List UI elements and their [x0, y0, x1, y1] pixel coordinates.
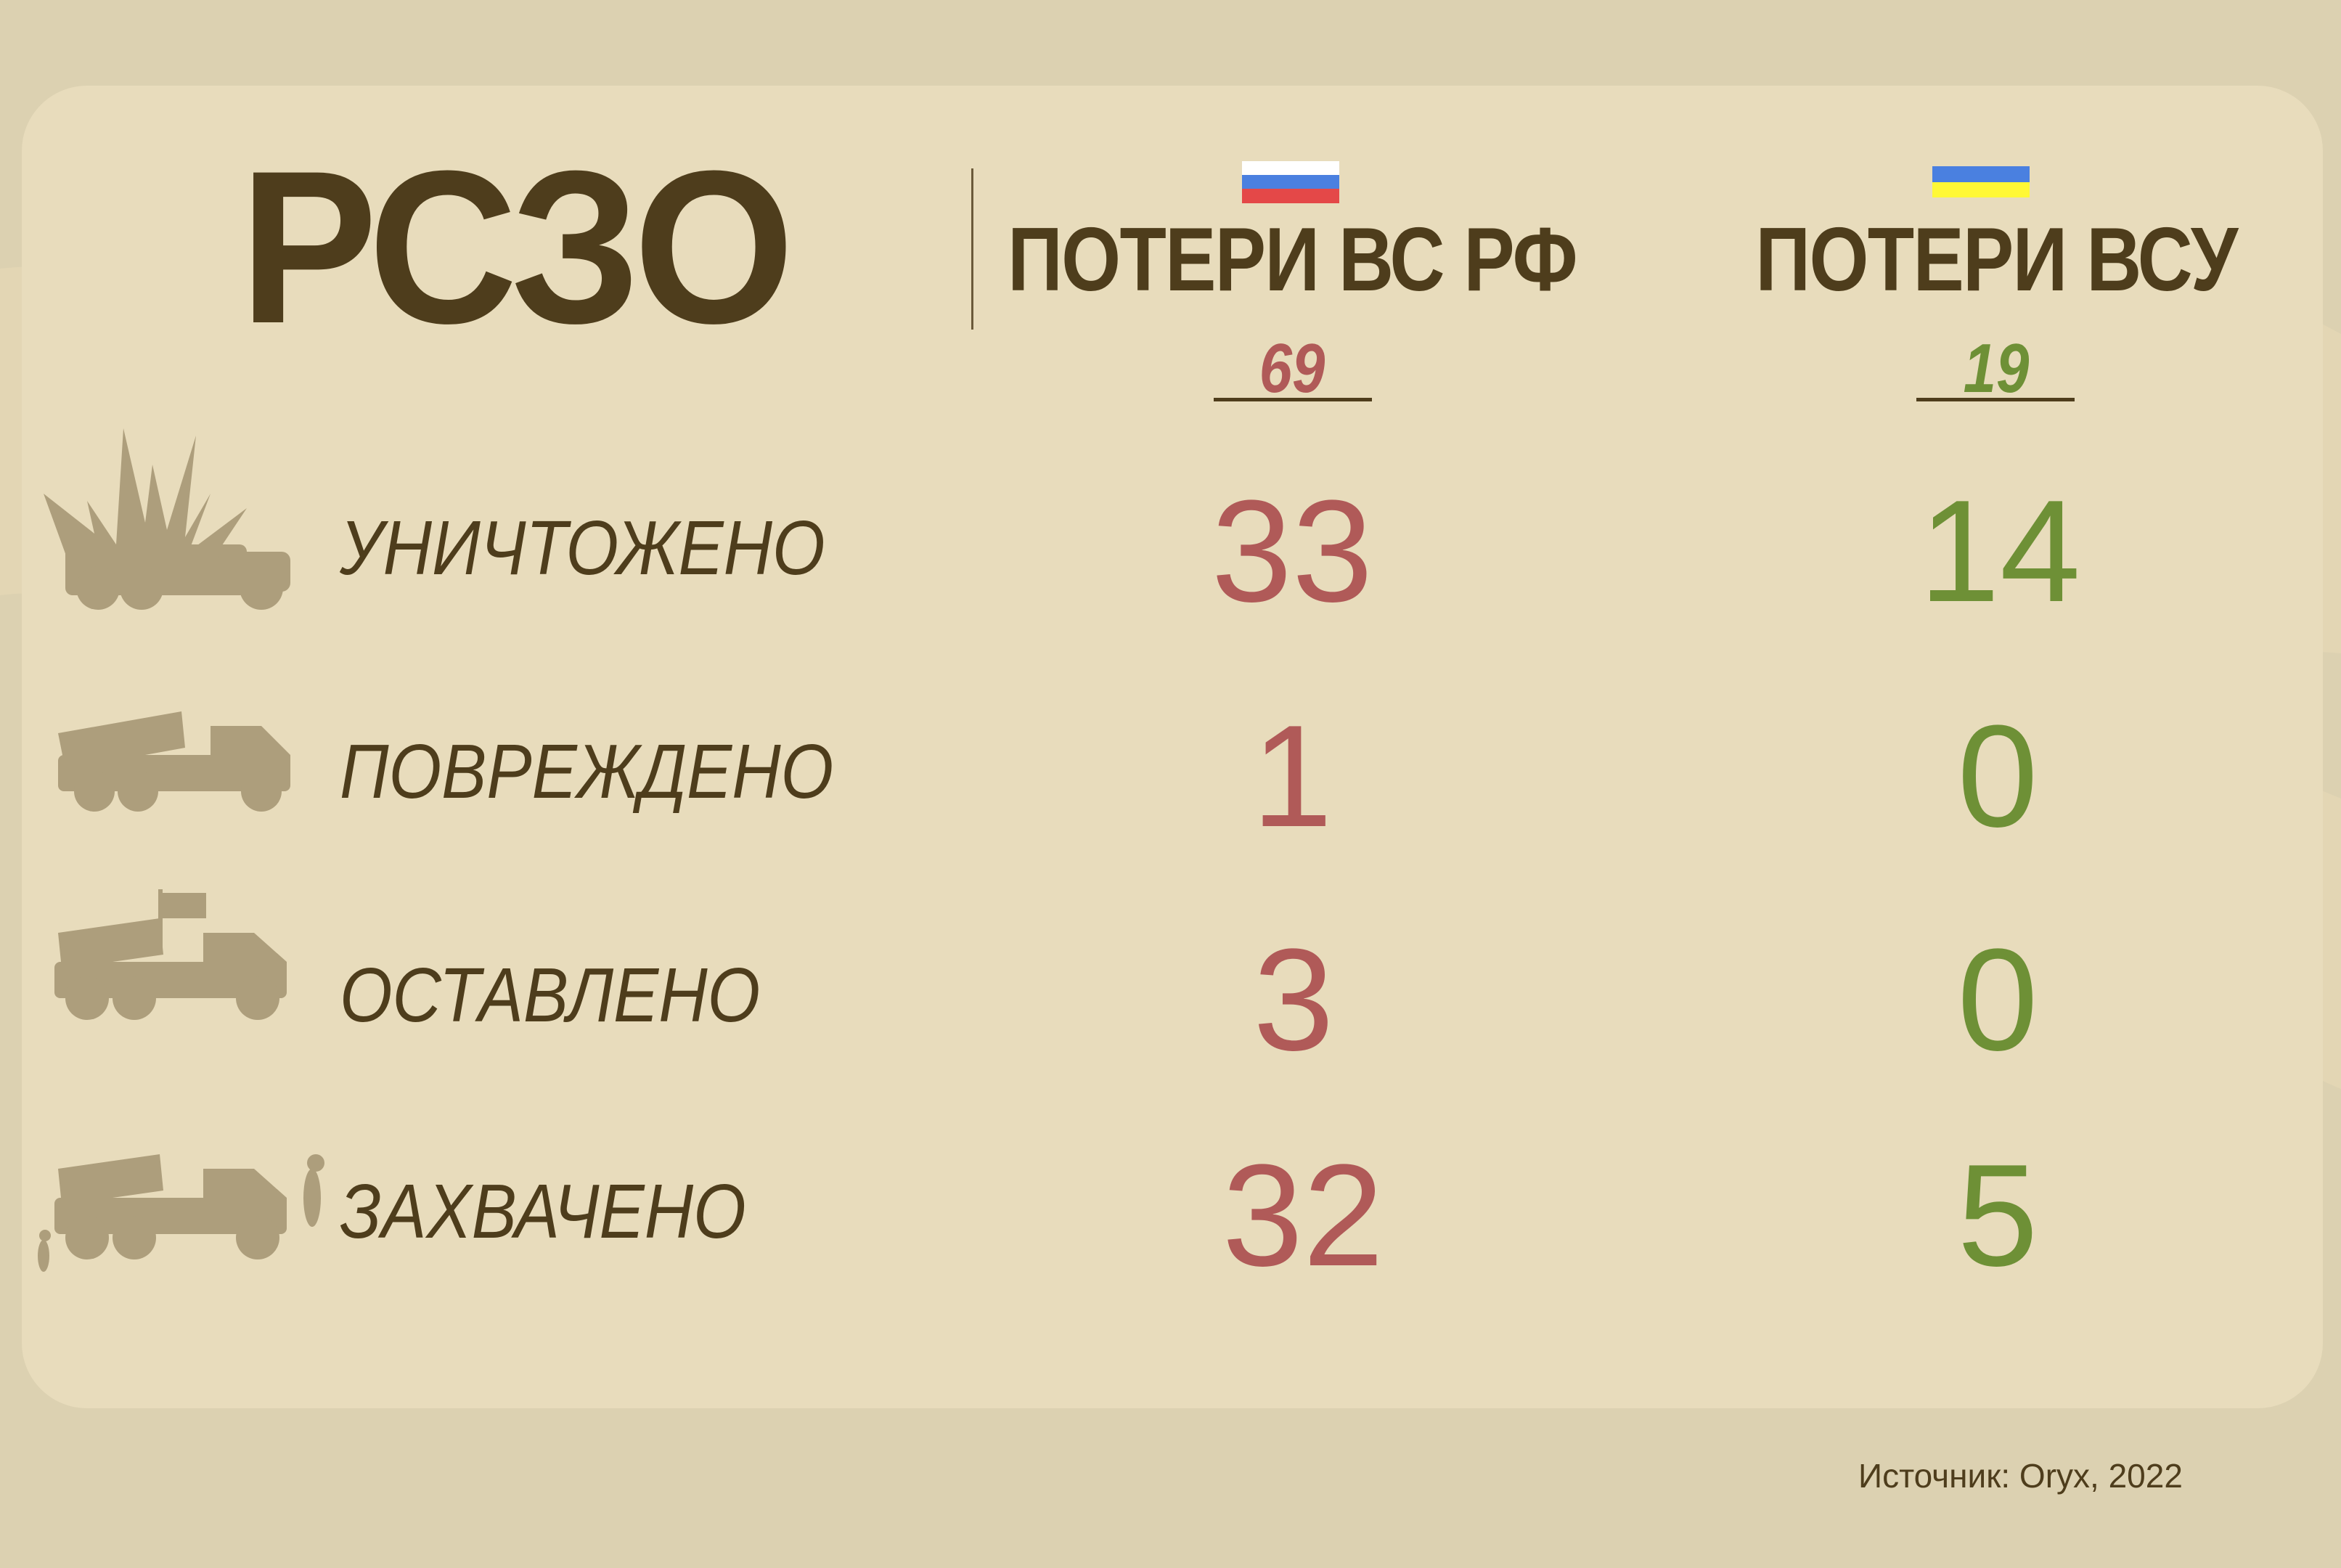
ukraine-damaged-value: 0 — [1957, 695, 2038, 857]
row-label-captured: ЗАХВАЧЕНО — [340, 1169, 746, 1254]
ukraine-abandoned-value: 0 — [1957, 919, 2038, 1081]
title-divider — [971, 168, 973, 330]
ukraine-destroyed-value: 14 — [1919, 470, 2081, 632]
russia-destroyed-value: 33 — [1211, 470, 1373, 632]
abandoned-mlrs-icon — [54, 889, 287, 1020]
russia-column-heading: ПОТЕРИ ВС РФ — [1008, 210, 1577, 310]
russia-total-underline — [1214, 398, 1372, 401]
russia-damaged-value: 1 — [1251, 695, 1333, 857]
page-title: РСЗО — [240, 125, 794, 369]
ukraine-flag-icon — [1932, 166, 2030, 197]
row-label-destroyed: УНИЧТОЖЕНО — [340, 505, 825, 591]
destroyed-mlrs-icon — [44, 428, 290, 610]
ukraine-total: 19 — [1963, 330, 2030, 407]
russia-total: 69 — [1259, 330, 1325, 407]
content-panel — [22, 86, 2323, 1408]
ukraine-total-underline — [1916, 398, 2075, 401]
ukraine-captured-value: 5 — [1957, 1135, 2038, 1297]
captured-mlrs-icon — [38, 1154, 324, 1272]
russia-captured-value: 32 — [1222, 1135, 1384, 1297]
row-label-damaged: ПОВРЕЖДЕНО — [340, 729, 834, 814]
source-caption: Источник: Oryx, 2022 — [1858, 1457, 2183, 1495]
russia-abandoned-value: 3 — [1253, 919, 1334, 1081]
row-label-abandoned: ОСТАВЛЕНО — [340, 952, 761, 1038]
damaged-mlrs-icon — [58, 711, 290, 812]
ukraine-column-heading: ПОТЕРИ ВСУ — [1755, 210, 2238, 310]
russia-flag-icon — [1242, 161, 1339, 203]
